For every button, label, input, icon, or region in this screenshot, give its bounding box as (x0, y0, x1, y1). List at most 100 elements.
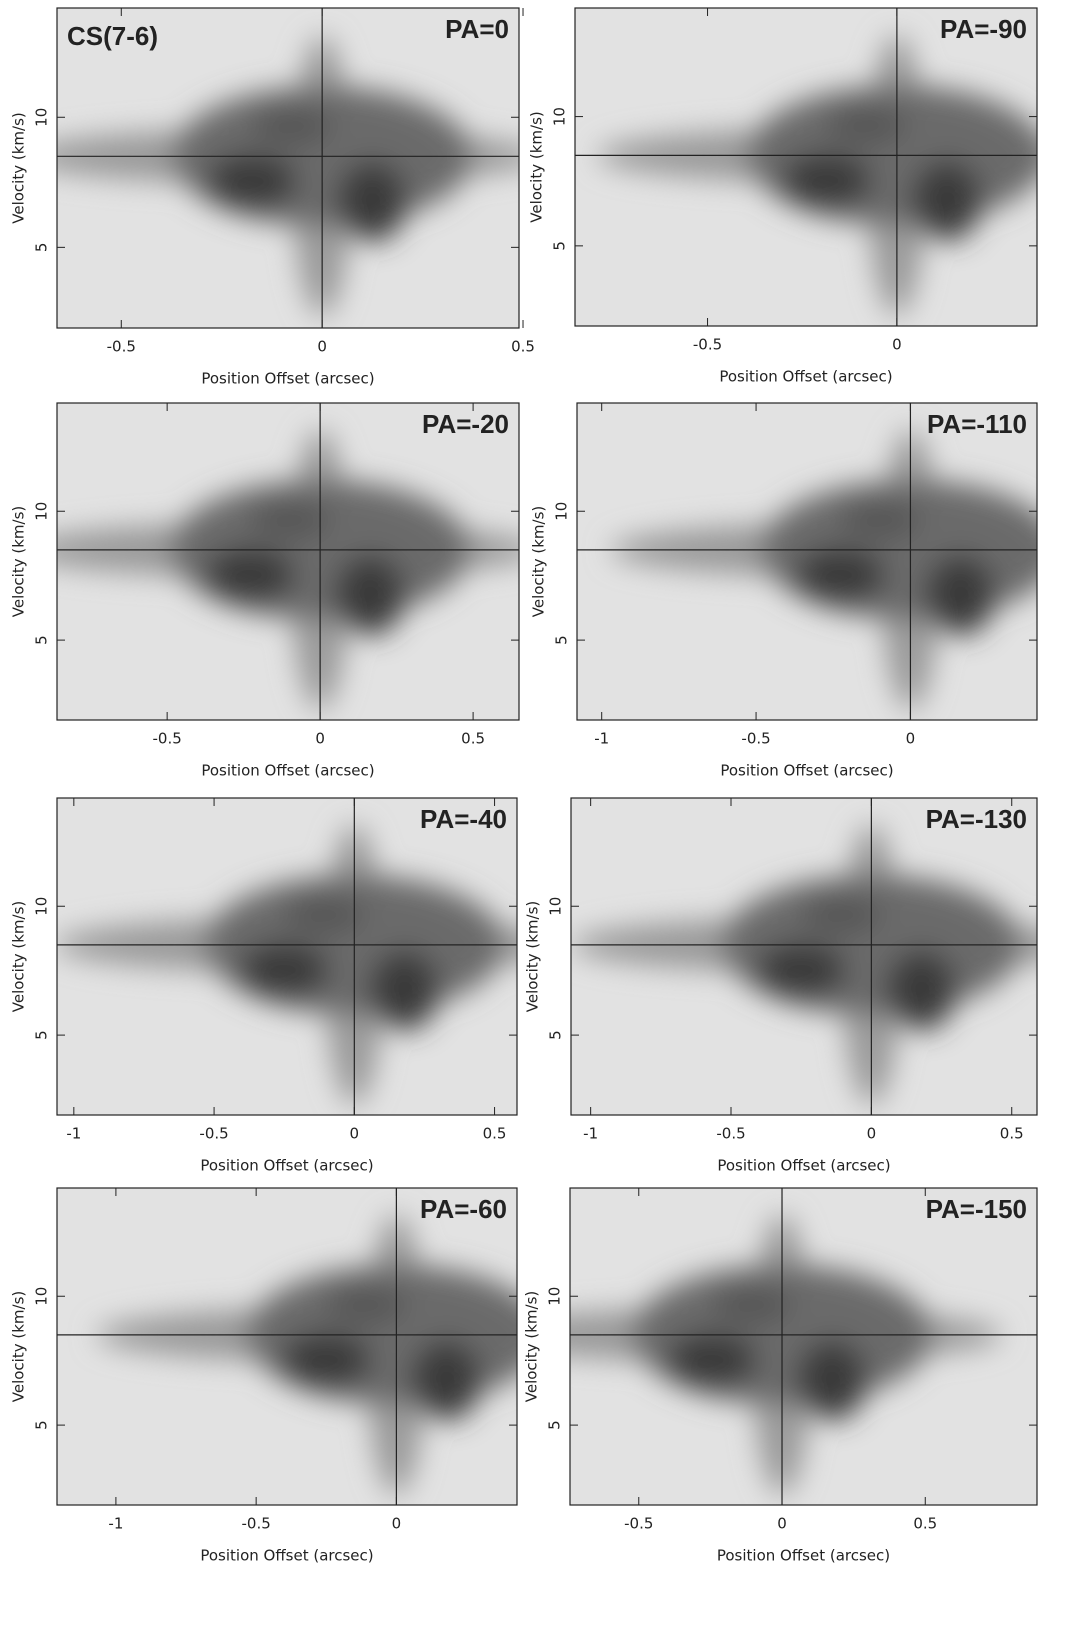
panel-title: PA=-150 (926, 1194, 1027, 1224)
y-tick-label: 10 (551, 107, 569, 126)
panel: -0.5 0 5 10 Position Offset (arcsec) Velocity… (528, 7, 1038, 386)
x-tick-label: -1 (66, 1125, 81, 1143)
y-tick-label: 10 (33, 897, 51, 916)
x-tick-label: -0.5 (199, 1125, 228, 1143)
x-axis-label: Position Offset (arcsec) (201, 762, 374, 780)
emission-peak (337, 161, 408, 242)
y-axis-label: Velocity (km/s) (10, 112, 28, 223)
y-tick-label: 5 (33, 1420, 51, 1430)
y-axis-label: Velocity (km/s) (10, 1291, 28, 1402)
y-tick-label: 5 (551, 241, 569, 251)
y-tick-label: 5 (33, 1030, 51, 1040)
panel-title: PA=-90 (940, 14, 1027, 44)
panel: -0.5 0 0.5 5 10 Position Offset (arcsec) Veloc… (523, 1187, 1038, 1565)
x-tick-label: 0.5 (461, 730, 485, 748)
panel-title: PA=-20 (422, 409, 509, 439)
emission-peak (284, 896, 365, 933)
x-tick-label: -1 (594, 730, 609, 748)
emission-peak (250, 501, 331, 538)
y-tick-label: 5 (547, 1030, 565, 1040)
plot-frame (576, 402, 1038, 721)
y-tick-label: 10 (33, 1287, 51, 1306)
emission-peak (925, 554, 996, 635)
emission-peak (205, 546, 296, 603)
y-axis-label: Velocity (km/s) (10, 901, 28, 1012)
emission-peak (756, 941, 847, 998)
x-tick-label: -0.5 (624, 1515, 653, 1533)
x-tick-label: -1 (583, 1125, 598, 1143)
x-axis-label: Position Offset (arcsec) (719, 368, 892, 386)
y-tick-label: 10 (546, 1287, 564, 1306)
emission-peak (797, 1339, 868, 1420)
emission-peak (911, 160, 982, 241)
y-tick-label: 5 (553, 635, 571, 645)
panel: -0.5 0 0.5 5 10 Position Offset (arcsec) Veloc… (10, 402, 520, 780)
y-axis-label: Velocity (km/s) (10, 506, 28, 617)
emission-peak (326, 1286, 407, 1323)
emission-peak (252, 108, 333, 145)
x-axis-label: Position Offset (arcsec) (200, 1157, 373, 1175)
x-axis-label: Position Offset (arcsec) (717, 1547, 890, 1565)
x-tick-label: 0.5 (1000, 1125, 1024, 1143)
x-tick-label: 0 (777, 1515, 787, 1533)
x-tick-label: -0.5 (153, 730, 182, 748)
plot-frame (56, 402, 520, 721)
emission-peak (335, 554, 406, 635)
y-tick-label: 5 (546, 1420, 564, 1430)
x-tick-label: 0 (867, 1125, 877, 1143)
emission-peak (795, 546, 886, 603)
plot-frame (570, 797, 1038, 1116)
emission-peak (411, 1339, 482, 1420)
y-tick-label: 5 (33, 635, 51, 645)
plot-frame (56, 7, 520, 329)
x-tick-label: 0 (317, 338, 327, 356)
panel-title: PA=-130 (926, 804, 1027, 834)
panel: -1 -0.5 0 0.5 5 10 Position Offset (arcsec) Vel… (524, 797, 1038, 1175)
panel: -0.5 0 0.5 5 10 Position Offset (arcsec) Veloc… (10, 7, 535, 388)
panel: -1 -0.5 0 5 10 Position Offset (arcsec) Veloci… (10, 1187, 518, 1565)
y-axis-label: Velocity (km/s) (523, 1291, 541, 1402)
plot-frame (574, 7, 1038, 327)
y-tick-label: 5 (33, 243, 51, 253)
x-tick-label: 0.5 (913, 1515, 937, 1533)
y-tick-label: 10 (33, 502, 51, 521)
x-axis-label: Position Offset (arcsec) (717, 1157, 890, 1175)
x-tick-label: -0.5 (242, 1515, 271, 1533)
annotation: CS(7-6) (67, 21, 158, 51)
emission-peak (239, 941, 330, 998)
y-tick-label: 10 (553, 502, 571, 521)
x-tick-label: 0.5 (483, 1125, 507, 1143)
x-tick-label: 0 (315, 730, 325, 748)
emission-peak (369, 949, 440, 1030)
plot-frame (569, 1187, 1038, 1506)
panel-title: PA=0 (445, 14, 509, 44)
panel: -1 -0.5 0 0.5 5 10 Position Offset (arcsec) Vel… (10, 797, 518, 1175)
x-tick-label: -0.5 (741, 730, 770, 748)
x-axis-label: Position Offset (arcsec) (200, 1547, 373, 1565)
panel-title: PA=-110 (927, 409, 1027, 439)
emission-peak (801, 896, 882, 933)
emission-peak (207, 153, 298, 210)
y-axis-label: Velocity (km/s) (524, 901, 542, 1012)
emission-peak (781, 152, 872, 209)
x-tick-label: -0.5 (716, 1125, 745, 1143)
emission-peak (281, 1331, 372, 1388)
panel-title: PA=-40 (420, 804, 507, 834)
x-tick-label: -1 (108, 1515, 123, 1533)
emission-peak (712, 1286, 793, 1323)
emission-peak (667, 1331, 758, 1388)
x-tick-label: 0 (350, 1125, 360, 1143)
plot-frame (56, 1187, 518, 1506)
y-axis-label: Velocity (km/s) (530, 506, 548, 617)
emission-peak (886, 949, 957, 1030)
x-tick-label: 0 (892, 336, 902, 354)
x-tick-label: 0.5 (511, 338, 535, 356)
y-tick-label: 10 (33, 108, 51, 127)
x-tick-label: 0 (392, 1515, 402, 1533)
panel-title: PA=-60 (420, 1194, 507, 1224)
plot-frame (56, 797, 518, 1116)
y-tick-label: 10 (547, 897, 565, 916)
x-tick-label: -0.5 (693, 336, 722, 354)
